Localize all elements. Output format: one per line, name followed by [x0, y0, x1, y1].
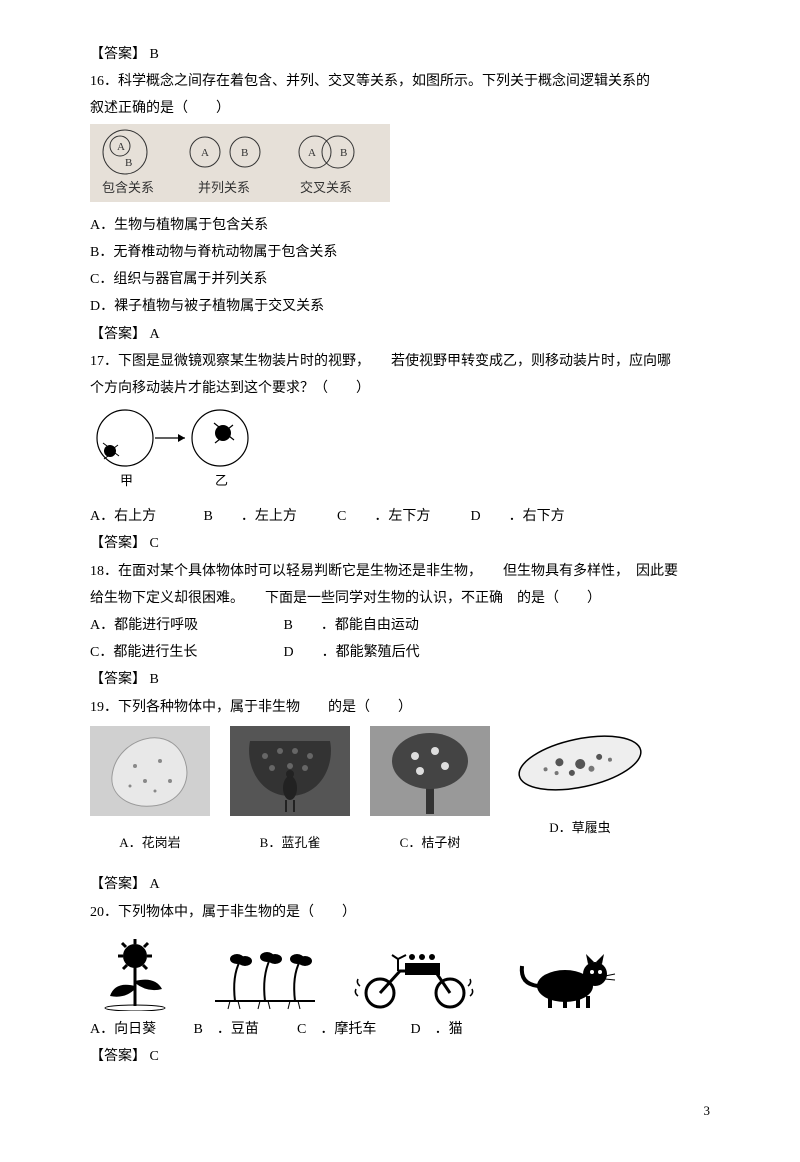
q18-text1: 在面对某个具体物体时可以轻易判断它是生物还是非生物， 但生物具有多样性， 因此要: [118, 564, 678, 579]
q20-stem: 20．下列物体中，属于非生物的是（ ）: [90, 900, 710, 925]
q18-stem-line1: 18．在面对某个具体物体时可以轻易判断它是生物还是非生物， 但生物具有多样性， …: [90, 559, 710, 584]
q16-fig-lbl1: 包含关系: [102, 180, 154, 195]
q19-img-paramecium: [510, 726, 650, 801]
q20-options: A．向日葵 B ．豆苗 C ．摩托车 D ．猫: [90, 1017, 710, 1042]
q19-item-a: A．花岗岩: [90, 726, 210, 855]
q20-img-motorcycle: [350, 941, 480, 1011]
q19-item-c: C．桔子树: [370, 726, 490, 855]
q19-answer: 【答案】 A: [90, 872, 710, 897]
q16-fig-b1: B: [125, 157, 132, 169]
q20-answer: 【答案】 C: [90, 1044, 710, 1069]
q18-optC: C．都能进行生长: [90, 640, 280, 665]
q19-text: 下列各种物体中，属于非生物 的是（ ）: [118, 700, 412, 715]
q16-optB: B．无脊椎动物与脊杭动物属于包含关系: [90, 240, 710, 265]
q17-optC: C ．左下方: [337, 504, 467, 529]
q17-optB: B ．左上方: [204, 504, 334, 529]
q17-num: 17．: [90, 354, 118, 369]
q19-capC: C．桔子树: [370, 831, 490, 854]
q16-stem-line2: 叙述正确的是（ ）: [90, 96, 710, 121]
q20-optB: B ．豆苗: [194, 1017, 294, 1042]
q20-img-sprouts: [210, 931, 320, 1011]
page-number: 3: [90, 1099, 710, 1122]
q20-text: 下列物体中，属于非生物的是（ ）: [118, 905, 356, 920]
q18-optB: B ．都能自由运动: [284, 613, 419, 638]
q19-images: A．花岗岩 B．蓝孔雀 C．桔子树: [90, 726, 710, 855]
q18-row1: A．都能进行呼吸 B ．都能自由运动: [90, 613, 710, 638]
q19-num: 19．: [90, 700, 118, 715]
q19-stem: 19．下列各种物体中，属于非生物 的是（ ）: [90, 695, 710, 720]
q20-optD: D ．猫: [411, 1017, 501, 1042]
q17-stem-line2: 个方向移动装片才能达到这个要求？（ ）: [90, 376, 710, 401]
q18-optD: D ．都能繁殖后代: [284, 640, 420, 665]
q19-capD: D．草履虫: [510, 816, 650, 839]
q16-fig-a2: A: [201, 147, 209, 159]
q18-row2: C．都能进行生长 D ．都能繁殖后代: [90, 640, 710, 665]
q16-fig-lbl2: 并列关系: [198, 180, 250, 195]
q17-figure: 甲 乙: [90, 403, 260, 502]
q16-optC: C．组织与器官属于并列关系: [90, 267, 710, 292]
q17-cap-jia: 甲: [120, 473, 133, 488]
q20-optA: A．向日葵: [90, 1017, 190, 1042]
q16-text1: 科学概念之间存在着包含、并列、交叉等关系，如图所示。下列关于概念间逻辑关系的: [118, 74, 650, 89]
q18-stem-line2: 给生物下定义却很困难。 下面是一些同学对生物的认识，不正确 的是（ ）: [90, 586, 710, 611]
q18-answer: 【答案】 B: [90, 667, 710, 692]
q19-capB: B．蓝孔雀: [230, 831, 350, 854]
q17-answer: 【答案】 C: [90, 531, 710, 556]
q20-img-sunflower: [90, 931, 180, 1011]
q20-optC: C ．摩托车: [297, 1017, 407, 1042]
q20-num: 20．: [90, 905, 118, 920]
q20-img-cat: [510, 936, 620, 1011]
q19-img-tree: [370, 726, 490, 816]
q17-stem-line1: 17．下图是显微镜观察某生物装片时的视野， 若使视野甲转变成乙，则移动装片时，应…: [90, 349, 710, 374]
q16-fig-lbl3: 交叉关系: [300, 180, 352, 195]
q20-images: [90, 931, 710, 1011]
q18-optA: A．都能进行呼吸: [90, 613, 280, 638]
q17-options: A．右上方 B ．左上方 C ．左下方 D ．右下方: [90, 504, 710, 529]
q19-item-d: D．草履虫: [510, 726, 650, 840]
q17-text1: 下图是显微镜观察某生物装片时的视野， 若使视野甲转变成乙，则移动装片时，应向哪: [118, 354, 671, 369]
q16-optD: D．裸子植物与被子植物属于交叉关系: [90, 294, 710, 319]
q17-cap-yi: 乙: [215, 473, 228, 488]
q19-item-b: B．蓝孔雀: [230, 726, 350, 855]
q17-optD: D ．右下方: [471, 504, 601, 529]
q16-figure: A B 包含关系 A B 并列关系 A B 交叉关系: [90, 124, 390, 211]
q16-fig-b2: B: [241, 147, 248, 159]
q15-answer: 【答案】 B: [90, 42, 710, 67]
q16-answer: 【答案】 A: [90, 322, 710, 347]
q19-img-peacock: [230, 726, 350, 816]
q19-img-granite: [90, 726, 210, 816]
q17-optA: A．右上方: [90, 504, 200, 529]
q16-fig-b3: B: [340, 147, 347, 159]
q19-capA: A．花岗岩: [90, 831, 210, 854]
q18-num: 18．: [90, 564, 118, 579]
q16-fig-a3: A: [308, 147, 316, 159]
q16-fig-a1: A: [117, 141, 125, 153]
q16-optA: A．生物与植物属于包含关系: [90, 213, 710, 238]
q16-stem-line1: 16．科学概念之间存在着包含、并列、交叉等关系，如图所示。下列关于概念间逻辑关系…: [90, 69, 710, 94]
q16-num: 16．: [90, 74, 118, 89]
